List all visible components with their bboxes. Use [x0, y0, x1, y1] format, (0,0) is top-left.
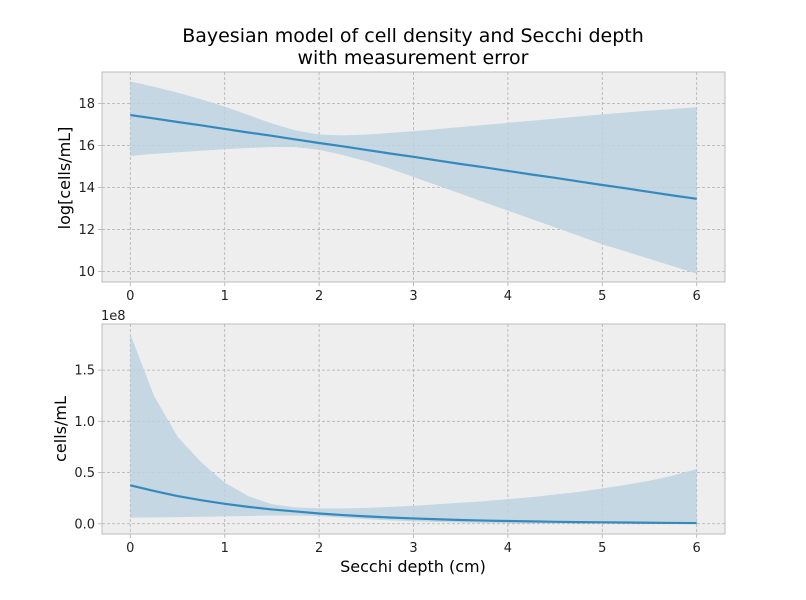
bottom-y-axis-label: cells/mL: [51, 396, 70, 462]
top-y-tick-label-0: 10: [78, 265, 95, 280]
bottom-panel-cell-density: 0 1 2 3 4 5 6 0.0 0.5 1.0 1.5: [74, 323, 726, 556]
bottom-credible-band: [130, 334, 697, 524]
bottom-y-tick-label-3: 1.5: [74, 364, 95, 379]
bottom-y-tick-label-2: 1.0: [74, 415, 95, 430]
figure-title-line-1: Bayesian model of cell density and Secch…: [182, 25, 644, 47]
top-x-tick-label-0: 0: [126, 289, 134, 304]
top-x-tick-label-6: 6: [693, 289, 701, 304]
figure-title-line-2: with measurement error: [298, 47, 529, 69]
top-y-axis-label: log[cells/mL]: [55, 127, 74, 230]
top-x-tick-label-3: 3: [409, 289, 417, 304]
bottom-x-tick-label-3: 3: [409, 541, 417, 556]
bottom-x-tick-label-4: 4: [504, 541, 512, 556]
bottom-x-tick-label-5: 5: [598, 541, 606, 556]
top-x-tick-label-1: 1: [221, 289, 229, 304]
bottom-x-tick-label-2: 2: [315, 541, 323, 556]
bottom-y-tick-label-0: 0.0: [74, 517, 95, 532]
top-y-tick-label-4: 18: [78, 97, 95, 112]
top-x-tick-label-2: 2: [315, 289, 323, 304]
top-y-tick-label-1: 12: [78, 223, 95, 238]
top-x-tick-label-5: 5: [598, 289, 606, 304]
bottom-y-tick-label-1: 0.5: [74, 466, 95, 481]
top-y-tick-label-3: 16: [78, 139, 95, 154]
bottom-mean-line: [130, 484, 697, 525]
top-credible-band: [130, 81, 697, 274]
bottom-x-axis-label: Secchi depth (cm): [340, 557, 486, 576]
top-x-tick-label-4: 4: [504, 289, 512, 304]
bottom-x-tick-label-1: 1: [221, 541, 229, 556]
top-y-tick-label-2: 14: [78, 181, 95, 196]
top-mean-line: [130, 113, 697, 200]
bottom-x-tick-label-6: 6: [693, 541, 701, 556]
bottom-grid: [102, 324, 725, 534]
bottom-y-offset-label: 1e8: [101, 309, 126, 324]
bottom-x-tick-label-0: 0: [126, 541, 134, 556]
